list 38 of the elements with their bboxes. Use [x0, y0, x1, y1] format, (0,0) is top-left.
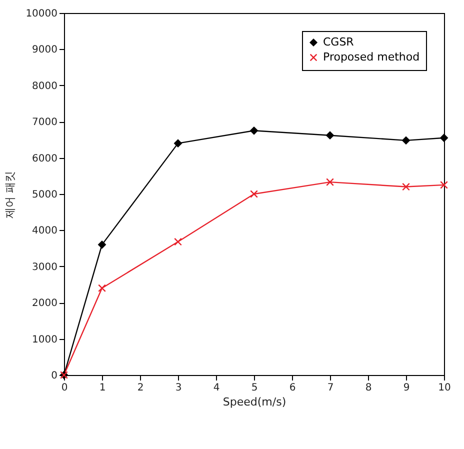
x-tick-label: 3: [175, 382, 182, 394]
legend-label: Proposed method: [323, 50, 420, 64]
legend-label: CGSR: [323, 36, 354, 48]
point: [326, 131, 334, 140]
point: [174, 238, 182, 246]
x-tick-label: 0: [61, 382, 68, 394]
y-tick-label: 9000: [32, 44, 58, 56]
point: [250, 126, 258, 135]
point: [174, 139, 182, 148]
x-tick-label: 10: [438, 382, 451, 394]
y-tick-label: 5000: [32, 190, 58, 200]
x-tick-label: 6: [289, 382, 296, 394]
x-tick-label: 2: [137, 382, 144, 394]
y-tick-label: 6000: [32, 153, 58, 164]
point: [98, 284, 106, 292]
y-tick-label: 8000: [32, 80, 58, 92]
x-tick-label: 7: [327, 382, 334, 394]
x-axis-title: Speed(m/s): [222, 396, 286, 408]
point: [250, 190, 258, 198]
point: [440, 180, 448, 189]
y-tick-label: 1000: [32, 334, 58, 346]
x-tick-label: 4: [213, 382, 220, 394]
y-tick-label: 2000: [32, 298, 58, 310]
x-tick-label: 5: [251, 382, 258, 394]
y-tick-label: 4000: [32, 226, 58, 237]
y-tick-label: 3000: [32, 262, 58, 273]
y-tick-label: 10000: [26, 8, 58, 20]
y-tick-label: 7000: [32, 117, 58, 128]
x-tick-label: 1: [99, 382, 106, 394]
x-tick-label: 8: [365, 382, 372, 394]
y-tick-label: 0: [51, 370, 58, 382]
point: [402, 136, 410, 144]
x-tick-label: 9: [403, 382, 410, 394]
point: [326, 178, 334, 186]
y-axis-title: 제어 패킷: [4, 170, 17, 218]
point: [402, 182, 410, 191]
point: [440, 134, 448, 142]
point: [98, 240, 106, 249]
